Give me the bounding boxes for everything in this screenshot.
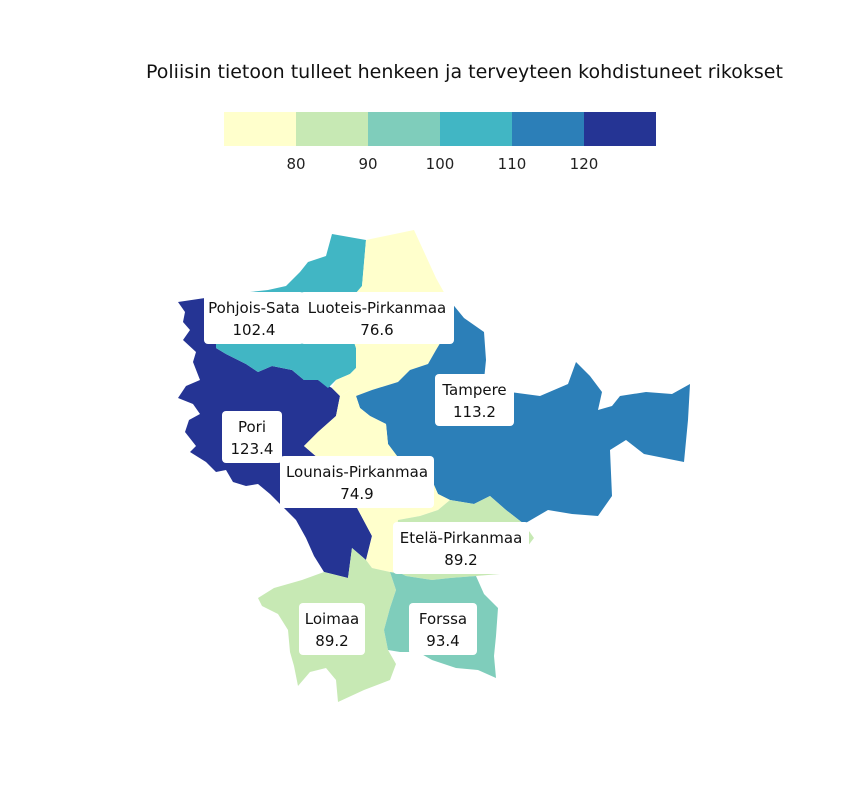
label-value: 123.4 bbox=[231, 440, 274, 458]
legend-bin-5 bbox=[584, 112, 656, 146]
label-name: Pori bbox=[238, 418, 266, 436]
label-lounais-pirkanmaa: Lounais-Pirkanmaa 74.9 bbox=[280, 456, 434, 508]
label-box bbox=[222, 411, 282, 463]
label-value: 76.6 bbox=[360, 321, 393, 339]
label-value: 74.9 bbox=[340, 485, 373, 503]
region-tampere[interactable] bbox=[356, 296, 690, 524]
label-box bbox=[280, 456, 434, 508]
label-box bbox=[300, 292, 454, 344]
legend-tick-label: 100 bbox=[426, 155, 455, 173]
label-name: Loimaa bbox=[305, 610, 359, 628]
label-tampere: Tampere 113.2 bbox=[435, 374, 514, 426]
label-box bbox=[299, 603, 365, 655]
legend-tick-label: 120 bbox=[570, 155, 599, 173]
label-name: Pohjois-Sata bbox=[208, 299, 300, 317]
label-name: Lounais-Pirkanmaa bbox=[286, 463, 428, 481]
label-name: Etelä-Pirkanmaa bbox=[400, 529, 523, 547]
legend-bin-1 bbox=[296, 112, 368, 146]
label-name: Tampere bbox=[441, 381, 506, 399]
label-pori: Pori 123.4 bbox=[222, 411, 282, 463]
label-value: 89.2 bbox=[315, 632, 348, 650]
label-box bbox=[409, 603, 477, 655]
map-title: Poliisin tietoon tulleet henkeen ja terv… bbox=[146, 61, 783, 83]
legend-bin-3 bbox=[440, 112, 512, 146]
label-forssa: Forssa 93.4 bbox=[409, 603, 477, 655]
legend-bin-2 bbox=[368, 112, 440, 146]
label-etela-pirkanmaa: Etelä-Pirkanmaa 89.2 bbox=[393, 522, 529, 574]
label-name: Luoteis-Pirkanmaa bbox=[308, 299, 446, 317]
label-value: 89.2 bbox=[444, 551, 477, 569]
label-loimaa: Loimaa 89.2 bbox=[299, 603, 365, 655]
legend-tick-label: 80 bbox=[286, 155, 305, 173]
label-pohjois-satakunta: Pohjois-Sata 102.4 bbox=[204, 292, 304, 344]
label-box bbox=[435, 374, 514, 426]
legend: 80 90 100 110 120 bbox=[224, 112, 656, 173]
label-box bbox=[204, 292, 304, 344]
label-value: 93.4 bbox=[426, 632, 459, 650]
label-name: Forssa bbox=[419, 610, 467, 628]
legend-tick-label: 90 bbox=[358, 155, 377, 173]
label-box bbox=[393, 522, 529, 574]
label-luoteis-pirkanmaa: Luoteis-Pirkanmaa 76.6 bbox=[300, 292, 454, 344]
region-labels: Pohjois-Sata 102.4 Luoteis-Pirkanmaa 76.6 Ta… bbox=[204, 292, 529, 655]
label-value: 102.4 bbox=[233, 321, 276, 339]
legend-bin-4 bbox=[512, 112, 584, 146]
label-value: 113.2 bbox=[453, 403, 496, 421]
legend-tick-label: 110 bbox=[498, 155, 527, 173]
legend-bin-0 bbox=[224, 112, 296, 146]
